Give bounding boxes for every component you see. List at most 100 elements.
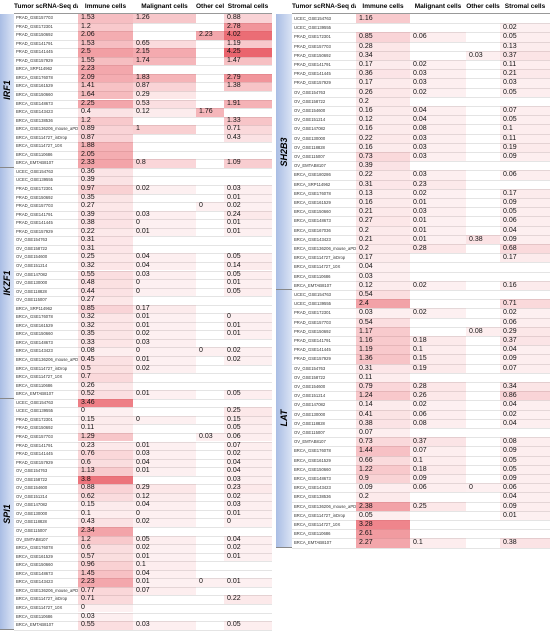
value-cell: 0.89 — [78, 125, 133, 134]
value-cell: 0.22 — [356, 170, 410, 180]
dataset-name: BRCA_GSE114727_inDrop — [16, 134, 68, 140]
value-cell: 0.09 — [500, 234, 550, 244]
value-cell: 2.15 — [133, 48, 196, 57]
column-header: Tumor scRNA-Seq data set — [292, 1, 356, 14]
dataset-name: BRCA_GSE150660 — [294, 209, 331, 215]
dataset-name: PRAD_GSE141791 — [16, 40, 53, 46]
value-cell: 4.25 — [224, 48, 272, 57]
value-cell: 0.01 — [224, 509, 272, 519]
value-cell: 0.55 — [78, 621, 133, 630]
row-line — [292, 483, 550, 485]
row-line — [292, 474, 550, 475]
value-cell: 0.01 — [133, 227, 196, 237]
value-cell: 0.37 — [500, 336, 550, 346]
value-cell: 0.43 — [78, 518, 133, 527]
dataset-name: BRCA_GSE148673 — [16, 570, 53, 576]
value-cell: 0.35 — [78, 330, 133, 339]
dataset-name: OV_GSE130000 — [294, 411, 326, 417]
dataset-name: BRCA_GSE114727_10X — [294, 264, 341, 270]
dataset-name: BRCA_GSE148673 — [294, 218, 331, 224]
value-cell: 0.07 — [500, 363, 550, 373]
row-line — [14, 159, 272, 161]
value-cell: 0.36 — [78, 167, 133, 177]
row-line — [292, 124, 550, 126]
value-cell: 0.02 — [224, 356, 272, 365]
value-cell: 1.29 — [78, 432, 133, 442]
value-cell: 0.22 — [356, 133, 410, 143]
value-cell: 0.44 — [78, 287, 133, 297]
value-cell: 0.03 — [224, 185, 272, 194]
row-line — [292, 290, 550, 291]
dataset-name: OV_GSE154600 — [294, 108, 326, 113]
value-cell: 0.73 — [356, 152, 410, 162]
row-line — [14, 150, 272, 152]
value-cell: 4.02 — [224, 31, 272, 40]
value-cell: 0.09 — [500, 446, 550, 456]
value-cell: 0 — [224, 518, 272, 527]
value-cell: 2.23 — [78, 578, 133, 587]
value-cell: 0.15 — [224, 415, 272, 425]
value-cell: 1.16 — [356, 14, 410, 24]
dataset-name: OV_GSE151214 — [294, 393, 326, 399]
row-line — [14, 552, 272, 554]
value-cell: 0.03 — [410, 78, 466, 88]
value-cell: 0.2 — [356, 492, 410, 502]
value-cell: 0.04 — [133, 261, 196, 271]
value-cell: 0.03 — [133, 270, 196, 280]
value-cell: 0.03 — [356, 308, 410, 318]
dataset-name: OV_GSE147082 — [16, 502, 48, 508]
value-cell: 0 — [196, 202, 224, 211]
value-cell: 0 — [78, 407, 133, 416]
value-cell: 0.04 — [500, 345, 550, 355]
value-cell: 0.18 — [410, 336, 466, 346]
value-cell: 0.02 — [500, 23, 550, 33]
value-cell: 0.02 — [410, 60, 466, 70]
value-cell: 0.65 — [133, 39, 196, 49]
dataset-name: OV_GSE147082 — [294, 126, 326, 132]
value-cell: 1.64 — [78, 90, 133, 100]
value-cell: 0.05 — [224, 287, 272, 297]
value-cell: 0.01 — [133, 313, 196, 322]
dataset-name: UCEC_GSE154763 — [294, 16, 332, 21]
dataset-name: BRCA_GSE143423 — [294, 236, 331, 242]
value-cell: 0.05 — [224, 253, 272, 262]
value-cell: 0.33 — [78, 338, 133, 348]
value-cell: 0.02 — [224, 450, 272, 459]
value-cell: 0.32 — [78, 261, 133, 271]
value-cell: 0.66 — [356, 455, 410, 465]
gene-label: SH2B3 — [276, 14, 292, 290]
row-line — [292, 547, 550, 549]
value-cell: 2.09 — [78, 73, 133, 83]
value-cell: 0.03 — [133, 450, 196, 459]
row-line — [14, 202, 272, 204]
dataset-name: BRCA_GSE138536 — [294, 494, 331, 500]
value-cell: 0.04 — [500, 225, 550, 235]
value-cell: 0.08 — [500, 437, 550, 447]
value-cell: 0.04 — [410, 106, 466, 116]
value-cell: 0.03 — [500, 78, 550, 88]
value-cell: 0 — [133, 347, 196, 356]
dataset-name: PRAD_GSE172301 — [294, 310, 331, 316]
value-cell: 0.1 — [410, 345, 466, 355]
column-header: Stromal cells — [500, 1, 550, 14]
row-line — [292, 326, 550, 328]
column-header: Stromal cells — [224, 1, 272, 14]
value-cell: 0.01 — [133, 441, 196, 451]
dataset-name: BRCA_GSE148673 — [16, 339, 53, 345]
dataset-name: UCEC_GSE154763 — [16, 399, 54, 405]
row-line — [14, 82, 272, 84]
row-line — [292, 179, 550, 181]
value-cell: 0 — [133, 509, 196, 519]
row-line — [292, 216, 550, 218]
value-cell: 1.53 — [78, 14, 133, 23]
row-line — [292, 510, 550, 512]
value-cell: 3.8 — [78, 475, 133, 485]
value-cell: 0.57 — [78, 552, 133, 562]
row-line — [14, 561, 272, 563]
value-cell: 0.85 — [356, 32, 410, 42]
value-cell: 0.85 — [78, 304, 133, 314]
row-line — [292, 69, 550, 71]
dataset-name: PRAD_GSE157703 — [16, 433, 53, 439]
value-cell: 2.4 — [356, 299, 410, 309]
row-line — [292, 253, 550, 255]
